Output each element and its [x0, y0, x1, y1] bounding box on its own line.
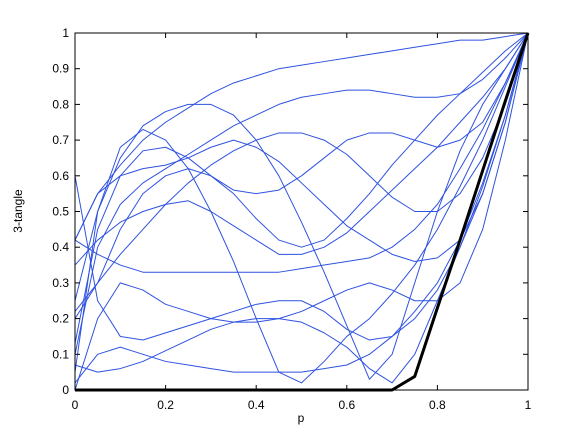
y-tick-label: 0 — [62, 383, 69, 397]
y-tick-label: 1 — [62, 26, 69, 40]
series-line — [74, 32, 529, 312]
y-tick-label: 0.1 — [52, 347, 69, 361]
x-tick-label: 0.4 — [248, 398, 265, 412]
series-line — [74, 32, 529, 355]
series-line — [74, 32, 529, 319]
series-line — [74, 32, 529, 391]
y-tick-label: 0.3 — [52, 276, 69, 290]
y-tick-label: 0.6 — [52, 169, 69, 183]
y-tick-label: 0.7 — [52, 133, 69, 147]
series-line — [74, 32, 529, 344]
series-line — [74, 32, 529, 384]
series-line — [74, 32, 529, 241]
y-tick-label: 0.4 — [52, 240, 69, 254]
x-tick-label: 0.6 — [338, 398, 355, 412]
series-line — [74, 32, 529, 266]
y-tick-label: 0.5 — [52, 205, 69, 219]
y-tick-label: 0.8 — [52, 97, 69, 111]
x-axis-label: p — [298, 411, 305, 425]
series-line — [74, 32, 529, 273]
y-tick-label: 0.2 — [52, 312, 69, 326]
y-tick-label: 0.9 — [52, 62, 69, 76]
y-axis-label: 3-tangle — [11, 189, 25, 233]
series-line — [74, 32, 529, 384]
x-tick-label: 1 — [525, 398, 532, 412]
x-tick-label: 0.2 — [157, 398, 174, 412]
x-tick-label: 0.8 — [429, 398, 446, 412]
series-line — [74, 32, 529, 380]
series-line — [74, 32, 529, 262]
x-tick-label: 0 — [72, 398, 79, 412]
